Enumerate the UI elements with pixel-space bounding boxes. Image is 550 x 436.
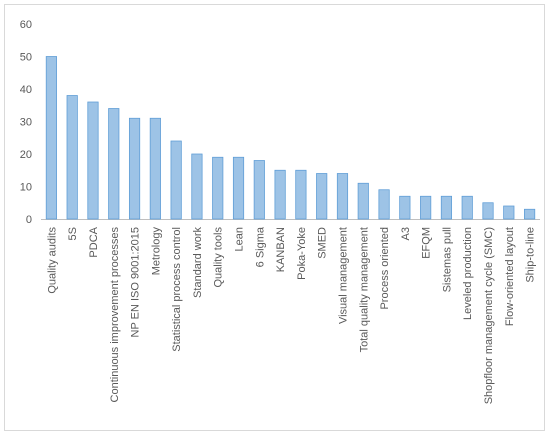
x-category-label: Shopfloor management cycle (SMC) (483, 227, 495, 404)
bar (503, 205, 515, 220)
bar (108, 108, 120, 220)
x-category-label: Visual management (337, 227, 349, 324)
x-category-label: EFQM (421, 227, 433, 259)
bar (440, 195, 453, 220)
bar (87, 101, 99, 220)
x-category-label: Process oriented (379, 227, 391, 310)
y-tick-label: 40 (20, 84, 32, 96)
bar (316, 173, 328, 220)
y-axis-ticks: 0 10 20 30 40 50 60 (20, 19, 32, 226)
x-axis-labels: Quality audits 5S PDCA Continuous improveme… (46, 226, 536, 404)
bar (45, 56, 57, 220)
y-tick-label: 50 (20, 52, 32, 64)
x-category-label: 5S (67, 227, 79, 240)
bar (170, 140, 182, 220)
x-category-label: Quality tools (213, 227, 225, 288)
x-category-label: Sistemas pull (441, 227, 453, 292)
bar (378, 189, 390, 220)
bar (295, 169, 307, 220)
bar (274, 169, 286, 220)
bar (399, 195, 411, 220)
x-category-label: SMED (317, 227, 329, 259)
x-category-label: KANBAN (275, 227, 287, 272)
y-tick-label: 30 (20, 117, 32, 129)
bar (128, 117, 141, 220)
bar (482, 202, 494, 220)
bar (232, 156, 245, 220)
x-category-label: Flow-oriented layout (504, 227, 516, 326)
x-category-label: Total quality management (358, 227, 370, 352)
y-tick-label: 20 (20, 149, 32, 161)
y-tick-label: 0 (26, 214, 32, 226)
x-category-label: Leveled production (462, 227, 474, 320)
bar (357, 182, 369, 220)
bar (66, 95, 78, 220)
x-category-label: Metrology (150, 227, 162, 276)
x-category-label: Statistical process control (171, 227, 183, 352)
x-category-label: Ship-to-line (525, 227, 537, 283)
bar (253, 160, 265, 220)
x-category-label: Poka-Yoke (296, 227, 308, 280)
x-category-label: Quality audits (46, 227, 58, 294)
x-category-label: Lean (234, 227, 246, 251)
x-category-label: NP EN ISO 9001:2015 (130, 227, 142, 337)
bar (461, 195, 473, 220)
x-category-label: Continuous improvement processes (109, 227, 121, 403)
y-tick-label: 60 (20, 19, 32, 31)
x-category-label: Standard work (192, 227, 204, 298)
x-category-label: PDCA (88, 226, 100, 257)
y-tick-label: 10 (20, 182, 32, 194)
bar (191, 153, 203, 220)
bar (149, 117, 161, 220)
x-category-label: 6 Sigma (254, 226, 266, 267)
bar (420, 195, 432, 220)
bar (524, 208, 536, 220)
x-category-label: A3 (400, 227, 412, 240)
bar (336, 173, 349, 220)
bar (212, 156, 224, 220)
bars-group (45, 56, 536, 220)
